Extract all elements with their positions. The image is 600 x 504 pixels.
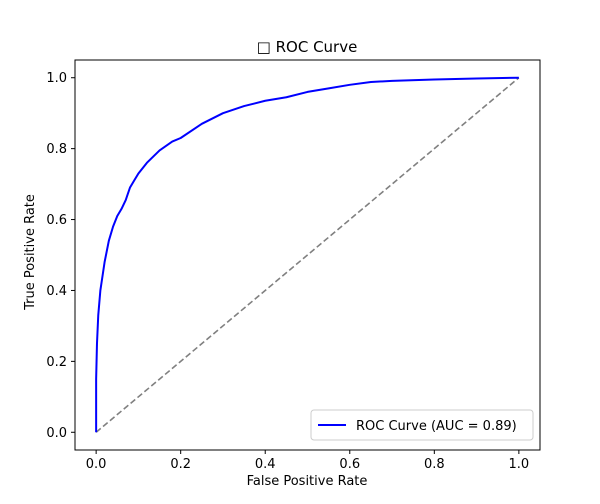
- y-tick-label: 0.0: [46, 426, 67, 441]
- plot-frame: [74, 59, 541, 451]
- x-axis: 0.0 0.2 0.4 0.6 0.8 1.0: [86, 450, 529, 472]
- y-axis-label: True Positive Rate: [23, 194, 38, 311]
- x-tick-label: 0.4: [255, 457, 276, 472]
- chance-line: [95, 77, 520, 433]
- x-tick-label: 0.6: [339, 457, 360, 472]
- roc-curve-line: [95, 76, 519, 433]
- legend-box: [310, 409, 534, 441]
- y-tick-label: 0.2: [46, 355, 67, 370]
- legend: ROC Curve (AUC = 0.89): [310, 409, 534, 441]
- y-tick-label: 0.4: [46, 284, 67, 299]
- x-axis-label: False Positive Rate: [247, 474, 368, 489]
- y-tick-label: 0.6: [46, 213, 67, 228]
- y-axis: 0.0 0.2 0.4 0.6 0.8 1.0: [46, 71, 75, 441]
- plot-area: [95, 76, 520, 433]
- y-tick-label: 0.8: [46, 142, 67, 157]
- x-tick-label: 0.0: [86, 457, 107, 472]
- chart-title: □ ROC Curve: [257, 38, 358, 56]
- x-tick-label: 0.8: [424, 457, 445, 472]
- x-tick-label: 1.0: [509, 457, 530, 472]
- y-tick-label: 1.0: [46, 71, 67, 86]
- legend-label: ROC Curve (AUC = 0.89): [356, 419, 517, 434]
- x-tick-label: 0.2: [170, 457, 191, 472]
